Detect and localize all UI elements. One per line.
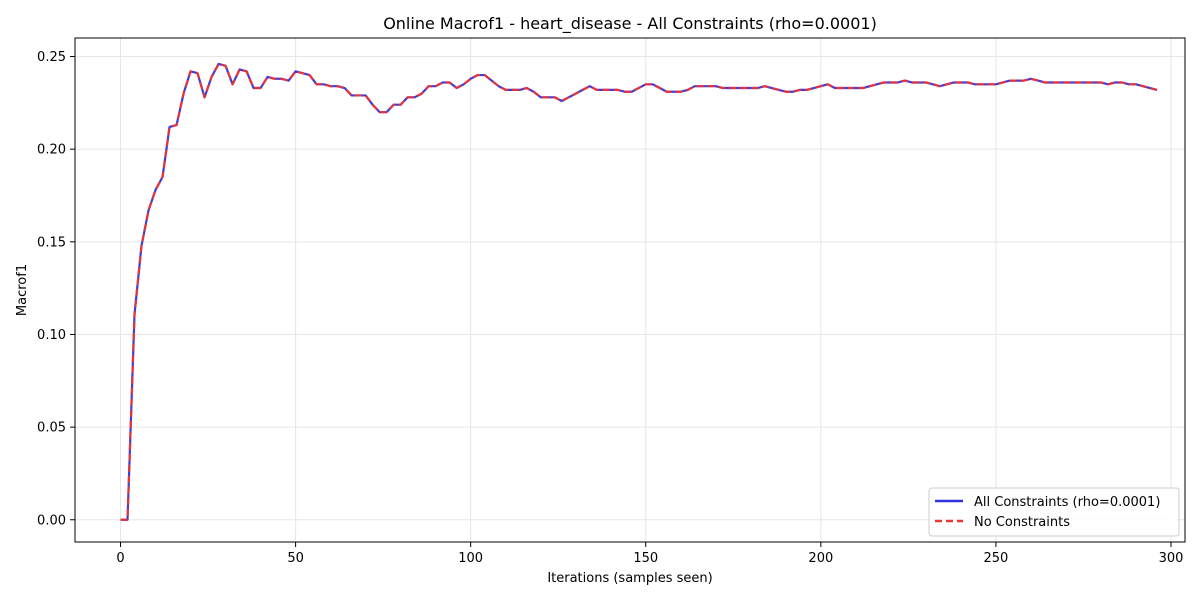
x-tick-label: 100 bbox=[458, 551, 483, 566]
series-line-no-constraints bbox=[120, 62, 1158, 521]
y-axis-ticks: 0.00 0.05 0.10 0.15 0.20 0.25 bbox=[37, 50, 75, 528]
legend-label-all-constraints: All Constraints (rho=0.0001) bbox=[974, 495, 1160, 510]
plot-lines bbox=[120, 62, 1158, 521]
x-axis-label: Iterations (samples seen) bbox=[547, 571, 712, 586]
plot-area-frame bbox=[74, 37, 1186, 543]
y-tick-label: 0.20 bbox=[37, 143, 66, 158]
y-tick-label: 0.00 bbox=[37, 513, 66, 528]
legend: All Constraints (rho=0.0001) No Constrai… bbox=[928, 487, 1180, 537]
x-tick-label: 300 bbox=[1159, 551, 1184, 566]
x-tick-label: 50 bbox=[287, 551, 304, 566]
y-axis-label: Macrof1 bbox=[15, 264, 30, 316]
x-tick-label: 0 bbox=[116, 551, 124, 566]
legend-label-no-constraints: No Constraints bbox=[974, 515, 1070, 530]
x-axis-ticks: 0 50 100 150 200 250 300 bbox=[116, 542, 1183, 566]
chart-title: Online Macrof1 - heart_disease - All Con… bbox=[383, 14, 877, 34]
y-tick-label: 0.10 bbox=[37, 328, 66, 343]
legend-box bbox=[928, 487, 1180, 537]
y-tick-label: 0.05 bbox=[37, 421, 66, 436]
y-tick-label: 0.25 bbox=[37, 50, 66, 65]
y-tick-label: 0.15 bbox=[37, 235, 66, 250]
x-tick-label: 250 bbox=[984, 551, 1009, 566]
x-tick-label: 200 bbox=[808, 551, 833, 566]
x-tick-label: 150 bbox=[633, 551, 658, 566]
grid-lines bbox=[75, 38, 1185, 542]
